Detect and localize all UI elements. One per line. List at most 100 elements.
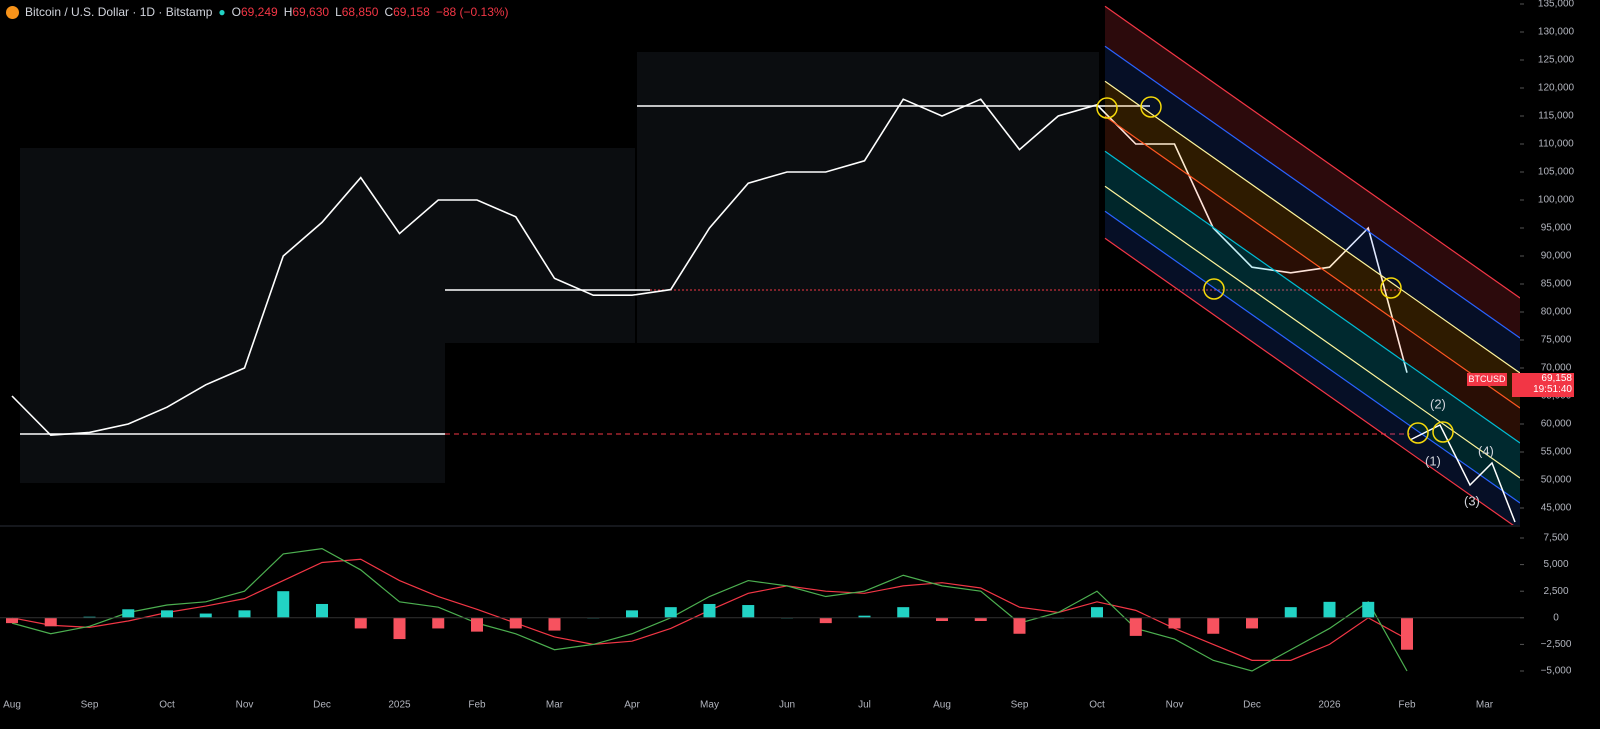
- y-tick-label: 120,000: [1538, 83, 1575, 94]
- x-tick-label: Mar: [1476, 700, 1494, 711]
- macd-line: [11, 548, 1408, 672]
- x-tick-label: Sep: [1011, 700, 1029, 711]
- channel-line: [1104, 150, 1520, 444]
- histogram-bar: [1207, 617, 1220, 634]
- x-tick-label: Nov: [1166, 700, 1184, 711]
- histogram-bar: [1284, 607, 1297, 618]
- legend-header: Bitcoin / U.S. Dollar · 1D · Bitstamp ● …: [6, 5, 509, 19]
- coin-icon: [6, 5, 19, 19]
- label: C: [384, 5, 394, 19]
- channel-line: [1104, 237, 1514, 525]
- histogram-bar: [626, 610, 638, 618]
- histogram-bar: [1401, 617, 1413, 650]
- marker-circle: [1407, 422, 1429, 444]
- change: −88 (−0.13%): [435, 5, 509, 19]
- y-tick-label: 2,500: [1543, 586, 1568, 597]
- x-tick-label: Dec: [313, 700, 331, 711]
- channel-band: [1105, 151, 1520, 479]
- histogram-bar: [471, 617, 483, 632]
- histogram-bar: [277, 591, 290, 618]
- marker-circle: [1380, 277, 1402, 299]
- histogram-bar: [83, 616, 96, 618]
- channel-band: [1105, 81, 1520, 409]
- regression-channel: [1104, 5, 1520, 525]
- histogram-bar: [936, 617, 948, 621]
- channel-line: [1104, 45, 1520, 339]
- y-tick-label: 85,000: [1541, 279, 1572, 290]
- y-tick-label: 75,000: [1541, 335, 1572, 346]
- wave-label: (1): [1425, 453, 1441, 468]
- y-tick-label: 80,000: [1541, 307, 1572, 318]
- channel-line: [1104, 115, 1520, 409]
- value: 69,249: [240, 5, 278, 19]
- x-tick-label: Oct: [1089, 700, 1105, 711]
- histogram-bar: [44, 617, 57, 627]
- y-tick-label: 100,000: [1538, 195, 1575, 206]
- histogram-bar: [1129, 617, 1142, 636]
- x-tick-label: Feb: [1398, 700, 1416, 711]
- y-tick-label: 5,000: [1543, 559, 1568, 570]
- ohlc: L68,850: [335, 5, 378, 19]
- wave-label: (2): [1430, 396, 1446, 411]
- channel-line: [1104, 80, 1520, 374]
- histogram-bar: [1091, 607, 1103, 618]
- histogram-bar: [1168, 617, 1181, 629]
- x-tick-label: Oct: [159, 700, 175, 711]
- symbol: Bitcoin / U.S. Dollar · 1D · Bitstamp: [25, 5, 213, 19]
- histogram-bar: [1323, 601, 1336, 618]
- y-tick-label: 110,000: [1538, 139, 1574, 150]
- histogram-bar: [316, 603, 328, 618]
- y-tick-label: 105,000: [1538, 167, 1575, 178]
- channel-line: [1104, 185, 1520, 479]
- profile-zone: [445, 148, 635, 343]
- price-tag: BTCUSD 69,158 19:51:40: [1467, 373, 1574, 397]
- price-line: [11, 98, 1408, 437]
- histogram-bar: [974, 617, 987, 621]
- y-tick-label: 90,000: [1541, 251, 1572, 262]
- value: 68,850: [341, 5, 379, 19]
- tag-price: 69,158: [1541, 373, 1572, 384]
- y-tick-label: 60,000: [1541, 419, 1572, 430]
- histogram-bar: [1362, 601, 1375, 618]
- drawings: [20, 52, 1410, 483]
- profile-zone: [637, 52, 1099, 343]
- histogram-bar: [742, 605, 755, 618]
- histogram-bar: [122, 609, 135, 618]
- x-tick-label: Jul: [858, 700, 871, 711]
- histogram-bar: [509, 617, 522, 629]
- histogram-bar: [432, 617, 445, 629]
- ohlc: H69,630: [284, 5, 329, 19]
- x-tick-label: Feb: [468, 700, 486, 711]
- marker-circle: [1140, 96, 1162, 118]
- tag-symbol: BTCUSD: [1467, 373, 1507, 386]
- x-tick-label: Jun: [779, 700, 795, 711]
- marker-circle: [1432, 421, 1454, 443]
- y-tick-label: 115,000: [1538, 111, 1574, 122]
- histogram-bar: [1013, 617, 1026, 634]
- histogram-bar: [199, 613, 212, 618]
- y-tick-label: 70,000: [1541, 363, 1572, 374]
- histogram-bar: [548, 617, 561, 631]
- channel-band: [1105, 211, 1520, 525]
- y-tick-label: −2,500: [1541, 639, 1572, 650]
- x-tick-label: Mar: [546, 700, 564, 711]
- x-tick-label: Aug: [933, 700, 951, 711]
- x-tick-label: Dec: [1243, 700, 1261, 711]
- y-tick-label: 50,000: [1541, 475, 1572, 486]
- marker-circle: [1203, 278, 1225, 300]
- y-tick-label: 95,000: [1541, 223, 1572, 234]
- y-tick-label: −5,000: [1541, 666, 1572, 677]
- histogram-bar: [393, 617, 406, 640]
- marker-circle: [1096, 97, 1118, 119]
- channel-line: [1104, 5, 1520, 299]
- y-tick-label: 7,500: [1543, 533, 1568, 544]
- x-tick-label: Sep: [81, 700, 99, 711]
- wave-projection: [1409, 423, 1516, 523]
- ohlc: O69,249: [232, 5, 278, 19]
- x-tick-label: May: [700, 700, 719, 711]
- wave-label: (3): [1464, 493, 1480, 508]
- label: O: [231, 5, 241, 19]
- y-tick-label: 125,000: [1538, 55, 1575, 66]
